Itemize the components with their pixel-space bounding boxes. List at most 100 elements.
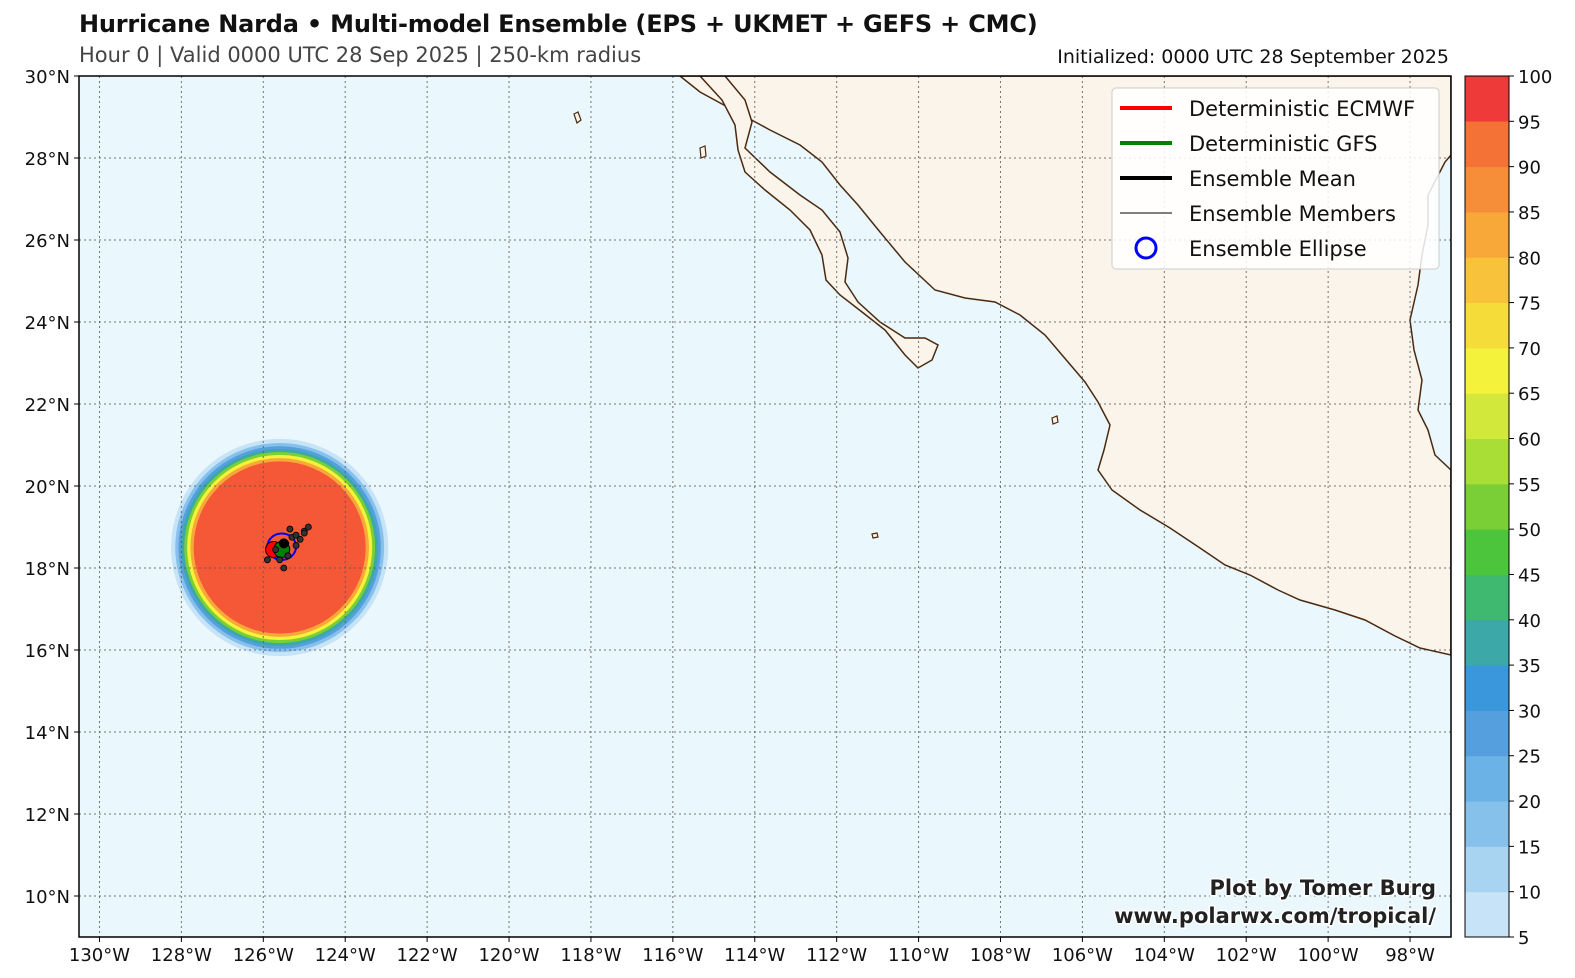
colorbar-label: 5	[1518, 928, 1529, 949]
lat-tick-label: 10°N	[25, 887, 70, 908]
colorbar-frame	[1464, 75, 1510, 938]
ensemble-member-point	[263, 556, 271, 564]
colorbar-label: 100	[1518, 67, 1552, 88]
lat-tick-label: 18°N	[25, 559, 70, 580]
lon-tick-label: 128°W	[151, 945, 212, 966]
map-frame	[78, 75, 1452, 938]
island-cedros	[699, 145, 707, 159]
legend-members-label: Ensemble Members	[1189, 202, 1396, 226]
map-gridlines	[79, 76, 1451, 937]
colorbar-segment	[1465, 393, 1509, 440]
lat-tick-label: 12°N	[25, 805, 70, 826]
colorbar-segment	[1465, 257, 1509, 304]
colorbar-segment	[1465, 76, 1509, 122]
legend-box: Deterministic ECMWF Deterministic GFS En…	[1111, 87, 1440, 270]
ensemble-member-point	[272, 546, 279, 553]
axis-ticks: 130°W 128°W 126°W 124°W 122°W 120°W 118°W 116°W…	[25, 67, 1435, 966]
colorbar-label: 35	[1518, 656, 1541, 677]
ensemble-member-point	[276, 556, 284, 564]
colorbar-segment	[1465, 574, 1509, 621]
colorbar-segment	[1465, 710, 1509, 757]
island-guadalupe	[573, 111, 582, 124]
map-subtitle: Hour 0 | Valid 0000 UTC 28 Sep 2025 | 25…	[79, 43, 642, 67]
colorbar-label: 25	[1518, 747, 1541, 768]
colorbar-label: 20	[1518, 792, 1541, 813]
ensemble-mean-position	[278, 538, 289, 549]
lon-tick-label: 124°W	[315, 945, 376, 966]
lon-tick-label: 122°W	[397, 945, 458, 966]
colorbar-label: 60	[1518, 430, 1541, 451]
lat-tick-label: 28°N	[25, 149, 70, 170]
lat-tick-label: 16°N	[25, 641, 70, 662]
legend-ecmwf-label: Deterministic ECMWF	[1189, 97, 1415, 121]
colorbar-segment	[1465, 529, 1509, 575]
colorbar-segment	[1465, 483, 1509, 530]
initialized-time: Initialized: 0000 UTC 28 September 2025	[1057, 46, 1449, 68]
colorbar-label: 80	[1518, 248, 1541, 269]
ensemble-member-point	[280, 564, 288, 572]
colorbar-label: 85	[1518, 203, 1541, 224]
colorbar-segment	[1465, 211, 1509, 258]
ensemble-member-point	[304, 523, 312, 531]
legend-gfs-label: Deterministic GFS	[1189, 132, 1378, 156]
lat-tick-label: 22°N	[25, 395, 70, 416]
lat-tick-label: 14°N	[25, 723, 70, 744]
lon-tick-label: 126°W	[233, 945, 294, 966]
map-title: Hurricane Narda • Multi-model Ensemble (…	[79, 10, 1038, 38]
ensemble-member-point	[300, 529, 308, 537]
lon-tick-label: 130°W	[69, 945, 130, 966]
island-socorro	[1051, 415, 1059, 425]
lon-tick-label: 118°W	[560, 945, 621, 966]
colorbar-label: 70	[1518, 339, 1541, 360]
legend-mean-label: Ensemble Mean	[1189, 167, 1356, 191]
colorbar-label: 45	[1518, 565, 1541, 586]
lon-tick-label: 120°W	[478, 945, 539, 966]
ensemble-member-point	[296, 535, 304, 543]
lat-tick-label: 30°N	[25, 67, 70, 88]
colorbar-label: 40	[1518, 611, 1541, 632]
lon-tick-label: 106°W	[1052, 945, 1113, 966]
lon-tick-label: 112°W	[806, 945, 867, 966]
ensemble-member-point	[292, 531, 300, 539]
colorbar-label: 95	[1518, 112, 1541, 133]
ensemble-member-point	[284, 552, 292, 560]
lat-tick-label: 26°N	[25, 231, 70, 252]
lon-tick-label: 104°W	[1134, 945, 1195, 966]
island-clarion	[871, 532, 879, 539]
colorbar-segment	[1465, 438, 1509, 485]
colorbar-segment	[1465, 755, 1509, 802]
ensemble-tracks	[263, 523, 312, 572]
colorbar-label: 30	[1518, 701, 1541, 722]
colorbar-segment	[1465, 891, 1509, 938]
colorbar-segment	[1465, 166, 1509, 213]
lon-tick-label: 98°W	[1385, 945, 1435, 966]
lon-tick-label: 102°W	[1216, 945, 1277, 966]
colorbar-segment	[1465, 302, 1509, 349]
colorbar-label: 90	[1518, 158, 1541, 179]
colorbar-segment	[1465, 347, 1509, 394]
lat-tick-label: 20°N	[25, 477, 70, 498]
lon-tick-label: 110°W	[888, 945, 949, 966]
credit-author: Plot by Tomer Burg	[1210, 876, 1437, 900]
lon-tick-label: 116°W	[642, 945, 703, 966]
credit-url: www.polarwx.com/tropical/	[1114, 904, 1436, 928]
lon-tick-label: 100°W	[1298, 945, 1359, 966]
colorbar-label: 15	[1518, 837, 1541, 858]
colorbar-segment	[1465, 665, 1509, 711]
lon-tick-label: 114°W	[724, 945, 785, 966]
colorbar-label: 55	[1518, 475, 1541, 496]
colorbar-label: 10	[1518, 883, 1541, 904]
colorbar-segment	[1465, 801, 1509, 847]
land-baja-california	[698, 76, 939, 369]
legend-ellipse-label: Ensemble Ellipse	[1189, 237, 1367, 261]
colorbar-label: 50	[1518, 520, 1541, 541]
lon-tick-label: 108°W	[970, 945, 1031, 966]
colorbar-segment	[1465, 121, 1509, 168]
colorbar-label: 75	[1518, 294, 1541, 315]
ensemble-member-point	[292, 542, 300, 549]
legend-ellipse-swatch	[1134, 236, 1158, 260]
ensemble-member-point	[286, 525, 294, 533]
colorbar-label: 65	[1518, 384, 1541, 405]
lat-tick-label: 24°N	[25, 313, 70, 334]
